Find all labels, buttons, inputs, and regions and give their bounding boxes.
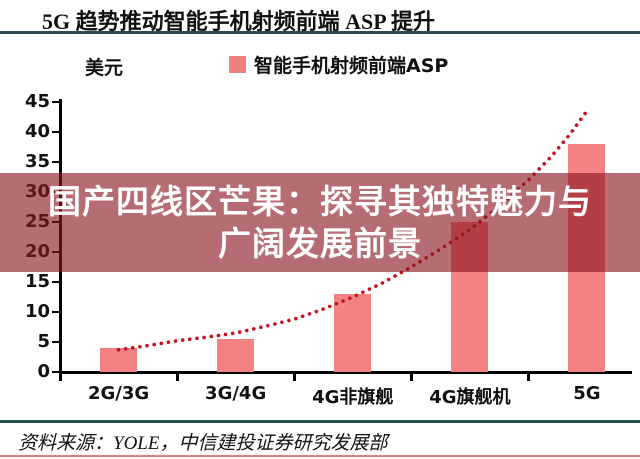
y-axis-tick-mark: [52, 371, 60, 373]
legend-label: 智能手机射频前端ASP: [254, 55, 449, 77]
y-axis-tick-label: 5: [37, 331, 50, 352]
y-axis-tick-label: 0: [37, 361, 50, 382]
x-axis-tick-mark: [59, 374, 62, 381]
source-note: 资料来源：YOLE，中信建投证券研究发展部: [18, 433, 388, 454]
y-axis-tick-label: 35: [24, 151, 50, 172]
legend-swatch: [229, 56, 246, 73]
footer-divider-line: [0, 420, 640, 423]
y-axis-tick-mark: [52, 161, 60, 163]
title-divider-line: [0, 31, 640, 34]
x-axis-label: 2G/3G: [87, 383, 150, 404]
y-axis-tick-label: 10: [24, 301, 50, 322]
y-axis-tick-label: 40: [24, 121, 50, 142]
y-axis-tick-mark: [52, 281, 60, 283]
watermark-text-line1: 国产四线区芒果：探寻其独特魅力与: [48, 181, 592, 221]
bar-2G/3G: [100, 348, 138, 372]
bottom-accent-line: [0, 455, 640, 457]
x-axis-label: 4G非旗舰: [312, 387, 394, 408]
watermark-text-line2: 广阔发展前景: [218, 223, 422, 263]
y-axis-tick-mark: [52, 131, 60, 133]
bar-3G/4G: [217, 339, 255, 372]
x-axis-tick-mark: [410, 374, 414, 381]
y-axis-unit-label: 美元: [85, 57, 124, 79]
y-axis-tick-mark: [52, 341, 60, 343]
bar-4G非旗舰: [334, 294, 372, 372]
legend: 智能手机射频前端ASP: [229, 51, 448, 78]
y-axis-tick-label: 45: [24, 91, 50, 112]
chart-title: 5G 趋势推动智能手机射频前端 ASP 提升: [42, 9, 435, 34]
x-axis-tick-mark: [293, 374, 297, 381]
x-axis-tick-mark: [176, 374, 180, 381]
watermark-banner: 国产四线区芒果：探寻其独特魅力与 广阔发展前景: [0, 173, 640, 272]
x-axis-label: 4G旗舰机: [429, 387, 511, 408]
y-axis-tick-mark: [52, 101, 60, 103]
x-axis-label: 5G: [573, 383, 601, 404]
x-axis-line: [59, 371, 632, 374]
y-axis-tick-label: 15: [24, 271, 50, 292]
y-axis-tick-mark: [52, 311, 60, 313]
x-axis-label: 3G/4G: [205, 383, 267, 404]
x-axis-tick-mark: [527, 374, 531, 381]
